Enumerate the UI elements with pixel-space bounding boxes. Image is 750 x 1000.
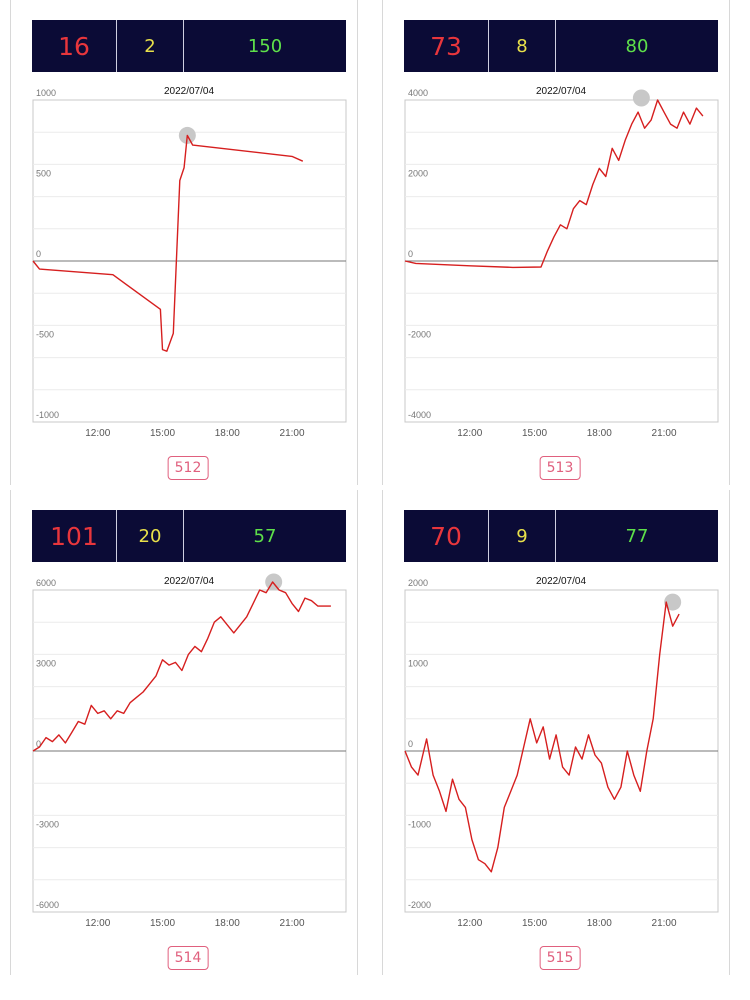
y-tick-label: 0	[408, 249, 413, 259]
y-tick-label: 0	[408, 739, 413, 749]
y-tick-label: 2000	[408, 169, 428, 179]
stat-red: 101	[50, 521, 98, 551]
series-line	[404, 99, 704, 269]
peak-marker	[664, 593, 682, 611]
stat-red: 16	[58, 31, 90, 61]
stats-bar: 101 20 57	[32, 510, 346, 562]
stat-red: 73	[430, 31, 462, 61]
x-tick-label: 21:00	[652, 918, 677, 929]
y-tick-label: -500	[36, 330, 54, 340]
stat-yellow: 2	[116, 20, 183, 72]
stats-bar: 70 9 77	[404, 510, 718, 562]
y-tick-label: 0	[36, 249, 41, 259]
chart-date: 2022/07/04	[535, 86, 587, 97]
x-tick-label: 12:00	[85, 428, 110, 439]
stat-green: 57	[183, 510, 346, 562]
series-line	[32, 581, 331, 752]
y-tick-label: 1000	[408, 659, 428, 669]
y-tick-label: -2000	[408, 900, 431, 910]
chart-date: 2022/07/04	[163, 86, 215, 97]
stats-bar: 16 2 150	[32, 20, 346, 72]
x-tick-label: 21:00	[280, 918, 305, 929]
chart-date: 2022/07/04	[163, 576, 215, 587]
x-tick-label: 18:00	[215, 918, 240, 929]
y-tick-label: -1000	[36, 410, 59, 420]
stat-green: 77	[555, 510, 718, 562]
stat-green: 80	[555, 20, 718, 72]
y-tick-label: -3000	[36, 820, 59, 830]
y-tick-label: 3000	[36, 659, 56, 669]
line-chart: 1000 500 0 -500 -1000 12:00 15:00 18:00 21:00	[32, 88, 347, 439]
account-badge[interactable]: 514	[167, 946, 209, 970]
x-tick-label: 12:00	[85, 918, 110, 929]
chart-panel-512: 16 2 150 2022/07/04 1000 500 0 -500 -1000 12:…	[0, 0, 358, 485]
y-tick-label: 500	[36, 169, 51, 179]
x-tick-label: 21:00	[280, 428, 305, 439]
chart-panel-513: 73 8 80 2022/07/04 4000 2000 0 -2000 -4000 12…	[372, 0, 730, 485]
x-tick-label: 15:00	[522, 428, 547, 439]
peak-marker	[632, 89, 650, 107]
x-tick-label: 15:00	[150, 918, 175, 929]
x-tick-label: 18:00	[587, 918, 612, 929]
chart-date: 2022/07/04	[535, 576, 587, 587]
series-line	[32, 134, 304, 352]
peak-marker	[265, 573, 283, 591]
stat-red: 70	[430, 521, 462, 551]
chart-panel-515: 70 9 77 2022/07/04 2000 1000 0 -1000 -2000 12…	[372, 490, 730, 975]
chart-panel-514: 101 20 57 2022/07/04 6000 3000 0 -3000 -6000…	[0, 490, 358, 975]
series-line	[404, 601, 680, 873]
y-tick-label: -4000	[408, 410, 431, 420]
y-tick-label: -1000	[408, 820, 431, 830]
x-tick-label: 12:00	[457, 428, 482, 439]
y-tick-label: -2000	[408, 330, 431, 340]
account-badge[interactable]: 512	[167, 456, 209, 480]
y-tick-label: 4000	[408, 88, 428, 98]
y-tick-label: 2000	[408, 578, 428, 588]
y-tick-label: 0	[36, 739, 41, 749]
account-badge[interactable]: 515	[539, 946, 581, 970]
line-chart: 4000 2000 0 -2000 -4000 12:00 15:00 18:00 21:00	[404, 88, 719, 439]
stat-yellow: 9	[488, 510, 555, 562]
x-tick-label: 15:00	[150, 428, 175, 439]
x-tick-label: 15:00	[522, 918, 547, 929]
x-tick-label: 18:00	[215, 428, 240, 439]
x-tick-label: 12:00	[457, 918, 482, 929]
stats-bar: 73 8 80	[404, 20, 718, 72]
stat-yellow: 20	[116, 510, 183, 562]
stat-yellow: 8	[488, 20, 555, 72]
y-tick-label: 6000	[36, 578, 56, 588]
line-chart: 2000 1000 0 -1000 -2000 12:00 15:00 18:00 21:00	[404, 578, 719, 929]
line-chart: 6000 3000 0 -3000 -6000 12:00 15:00 18:00 21:00	[32, 573, 347, 929]
y-tick-label: 1000	[36, 88, 56, 98]
stat-green: 150	[183, 20, 346, 72]
x-tick-label: 21:00	[652, 428, 677, 439]
account-badge[interactable]: 513	[539, 456, 581, 480]
x-tick-label: 18:00	[587, 428, 612, 439]
y-tick-label: -6000	[36, 900, 59, 910]
